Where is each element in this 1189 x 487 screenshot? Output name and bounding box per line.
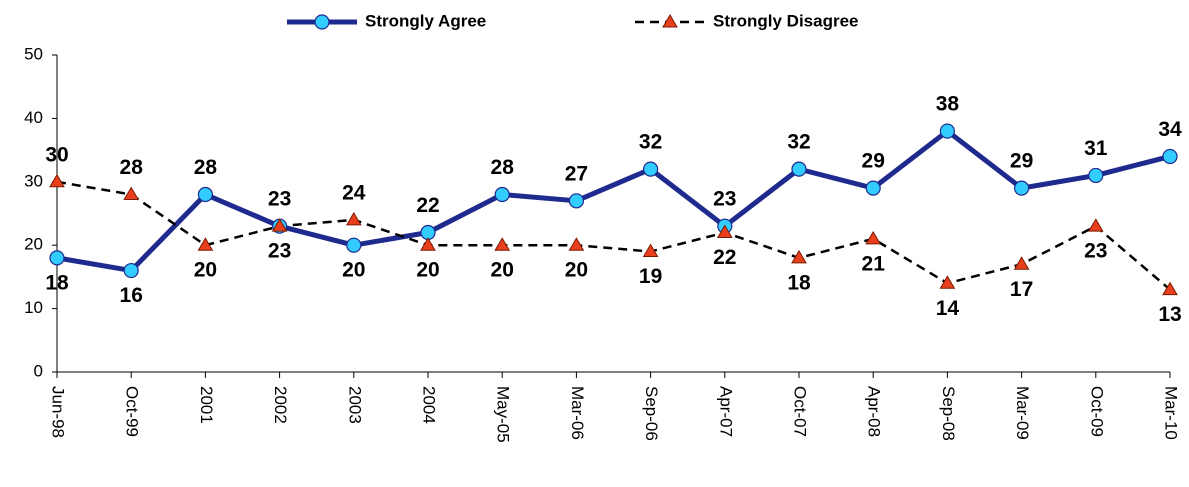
marker	[314, 14, 330, 30]
data-label: 22	[713, 246, 736, 269]
data-label: 13	[1158, 303, 1181, 326]
data-label: 24	[342, 181, 366, 204]
marker	[1013, 180, 1030, 196]
x-tick-label: Oct-99	[123, 386, 142, 437]
data-label: 23	[268, 240, 291, 263]
marker	[1162, 281, 1178, 296]
data-label: 38	[936, 93, 960, 116]
marker	[123, 186, 140, 200]
x-tick-label: Oct-07	[791, 386, 810, 437]
data-label: 28	[491, 156, 515, 179]
data-label: 20	[491, 259, 514, 282]
data-label: 23	[1084, 240, 1107, 263]
data-label: 30	[45, 143, 68, 166]
legend-label: Strongly Disagree	[713, 11, 859, 30]
data-label: 28	[194, 156, 218, 179]
x-tick-label: 2004	[420, 386, 439, 424]
marker	[642, 243, 659, 258]
marker	[49, 173, 65, 188]
data-label: 23	[713, 188, 736, 211]
x-tick-label: May-05	[494, 386, 513, 443]
x-tick-label: 2001	[197, 386, 216, 424]
data-label: 14	[936, 297, 960, 320]
x-tick-label: Mar-09	[1013, 386, 1032, 440]
marker	[662, 14, 678, 28]
data-label: 18	[787, 271, 811, 294]
marker	[1013, 256, 1030, 270]
series-line	[56, 180, 1171, 291]
marker	[939, 275, 956, 289]
marker	[197, 186, 213, 203]
data-label: 29	[862, 150, 885, 173]
data-label: 27	[565, 162, 588, 185]
y-tick-label: 30	[24, 171, 43, 190]
y-tick-label: 0	[34, 361, 43, 380]
data-label: 16	[120, 284, 143, 307]
data-label: 21	[862, 252, 886, 275]
data-label: 20	[416, 259, 439, 282]
marker	[568, 237, 585, 251]
data-label: 22	[416, 194, 439, 217]
marker	[346, 237, 362, 253]
x-tick-label: 2002	[271, 386, 290, 424]
marker	[1088, 167, 1104, 184]
y-tick-label: 20	[24, 235, 43, 254]
x-tick-label: Jun-98	[49, 386, 68, 438]
y-tick-label: 50	[24, 44, 43, 63]
marker	[865, 230, 882, 245]
data-label: 28	[120, 156, 144, 179]
data-label: 20	[565, 259, 588, 282]
x-tick-label: Apr-08	[865, 386, 884, 437]
y-tick-label: 40	[24, 108, 43, 127]
marker	[1162, 148, 1178, 165]
marker	[642, 161, 659, 177]
marker	[494, 237, 511, 251]
x-tick-label: Apr-07	[716, 386, 735, 437]
marker	[49, 250, 65, 266]
marker	[716, 224, 733, 239]
data-label: 32	[639, 131, 662, 154]
data-label: 29	[1010, 150, 1033, 173]
x-tick-label: Sep-08	[939, 386, 958, 441]
marker	[791, 249, 807, 264]
marker	[197, 237, 214, 251]
marker	[865, 180, 881, 196]
marker	[494, 186, 510, 203]
marker	[420, 237, 436, 251]
marker	[123, 262, 139, 279]
data-label: 32	[787, 131, 810, 154]
marker	[791, 161, 807, 177]
data-label: 20	[194, 259, 217, 282]
series-line	[56, 128, 1171, 274]
data-label: 31	[1084, 137, 1108, 160]
legend-label: Strongly Agree	[365, 11, 486, 30]
marker	[568, 193, 585, 209]
x-tick-label: Mar-06	[568, 386, 587, 440]
data-label: 34	[1158, 118, 1182, 141]
data-label: 19	[639, 265, 662, 288]
x-tick-label: 2003	[345, 386, 364, 424]
x-tick-label: Sep-06	[642, 386, 661, 441]
y-tick-label: 10	[24, 298, 43, 317]
data-label: 18	[45, 271, 69, 294]
marker	[1087, 218, 1104, 232]
marker	[939, 123, 956, 139]
x-tick-label: Oct-09	[1087, 386, 1106, 437]
marker	[271, 218, 288, 232]
marker	[345, 211, 362, 226]
data-label: 23	[268, 188, 291, 211]
x-tick-label: Mar-10	[1162, 386, 1181, 440]
data-label: 20	[342, 259, 365, 282]
data-label: 17	[1010, 278, 1033, 301]
